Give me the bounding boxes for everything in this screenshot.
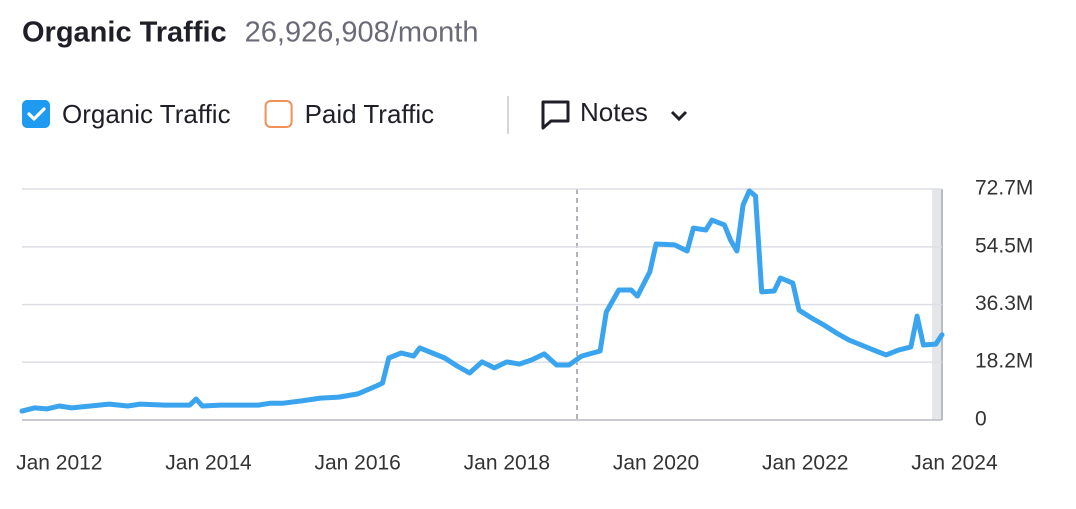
legend-label[interactable]: Paid Traffic	[305, 99, 435, 129]
x-tick-label: Jan 2024	[911, 452, 998, 475]
notes-button[interactable]: Notes	[541, 97, 688, 130]
x-tick-label: Jan 2012	[16, 452, 102, 475]
x-tick-label: Jan 2016	[314, 452, 400, 475]
chevron	[670, 110, 688, 122]
y-tick-label: 54.5M	[975, 234, 1033, 257]
checkbox-checked	[22, 100, 50, 128]
y-tick-label: 36.3M	[975, 292, 1033, 315]
x-tick-label: Jan 2014	[165, 452, 252, 475]
legend-toggle[interactable]: Organic Traffic	[22, 99, 231, 129]
x-tick-label: Jan 2022	[762, 452, 848, 475]
checkbox	[264, 100, 293, 128]
x-tick-label: Jan 2018	[464, 452, 550, 475]
y-tick-label: 18.2M	[975, 350, 1033, 373]
legend-label[interactable]: Organic Traffic	[62, 99, 231, 129]
series-line	[19, 188, 945, 414]
legend-toggle[interactable]: Paid Traffic	[264, 99, 435, 129]
notes-label[interactable]: Notes	[580, 97, 648, 127]
y-tick-label: 72.7M	[975, 177, 1033, 200]
subtitle: 26,926,908/month	[245, 17, 479, 49]
x-tick-label: Jan 2020	[613, 452, 699, 475]
check-mark	[27, 107, 46, 121]
chart-title: Organic Traffic	[22, 17, 227, 49]
y-tick-label: 0	[975, 408, 987, 431]
notes-icon	[541, 100, 570, 130]
